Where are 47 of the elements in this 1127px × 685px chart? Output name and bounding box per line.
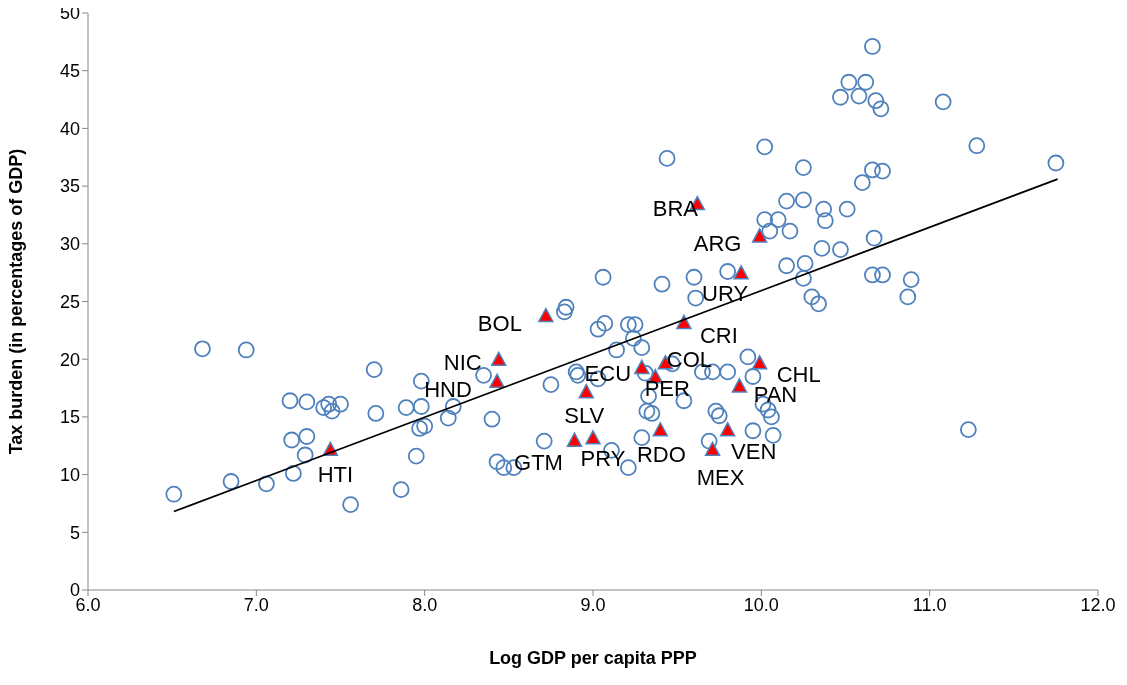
point — [489, 373, 505, 389]
x-tick-label: 12.0 — [1080, 594, 1116, 615]
y-tick-label: 15 — [59, 407, 80, 428]
annotation: VEN — [731, 439, 777, 465]
point — [566, 432, 583, 447]
y-tick-label: 5 — [69, 522, 80, 543]
point — [731, 378, 748, 393]
x-axis-title: Log GDP per capita PPP — [489, 648, 697, 668]
annotation: GTM — [514, 449, 563, 475]
annotation: ARG — [693, 231, 742, 257]
annotation: RDO — [636, 442, 686, 468]
y-tick-label: 20 — [59, 349, 80, 370]
point — [751, 355, 768, 370]
point — [578, 383, 595, 399]
y-axis-title: Tax burden (in percentages of GDP) — [6, 148, 27, 455]
annotation: SLV — [564, 403, 605, 429]
point — [634, 359, 650, 375]
annotation: PRY — [580, 446, 626, 472]
y-tick-label: 45 — [59, 61, 80, 82]
annotation: HTI — [317, 461, 354, 487]
annotation: ECU — [584, 360, 632, 386]
point — [719, 422, 736, 437]
annotation: BOL — [477, 311, 522, 336]
annotation: URY — [702, 281, 749, 307]
annotation: HND — [424, 376, 472, 402]
x-tick-label: 7.0 — [243, 594, 269, 615]
y-tick-label: 10 — [59, 464, 80, 485]
annotation: MEX — [696, 464, 745, 490]
annotation: BRA — [652, 196, 699, 222]
annotation: PER — [644, 376, 690, 402]
y-tick-label: 30 — [59, 234, 80, 255]
annotation: CRI — [699, 322, 738, 348]
x-tick-label: 11.0 — [912, 594, 947, 615]
point — [652, 422, 669, 437]
y-tick-label: 40 — [59, 118, 80, 139]
point — [538, 307, 554, 323]
annotation: NIC — [443, 349, 482, 375]
point — [751, 228, 768, 243]
x-tick-label: 10.0 — [743, 594, 779, 615]
x-tick-label: 9.0 — [580, 594, 606, 615]
point — [585, 430, 601, 445]
point — [490, 351, 507, 367]
point — [733, 265, 749, 280]
y-tick-label: 25 — [59, 291, 80, 312]
x-tick-label: 8.0 — [412, 594, 438, 615]
point — [704, 441, 721, 457]
y-tick-label: 35 — [59, 176, 80, 197]
